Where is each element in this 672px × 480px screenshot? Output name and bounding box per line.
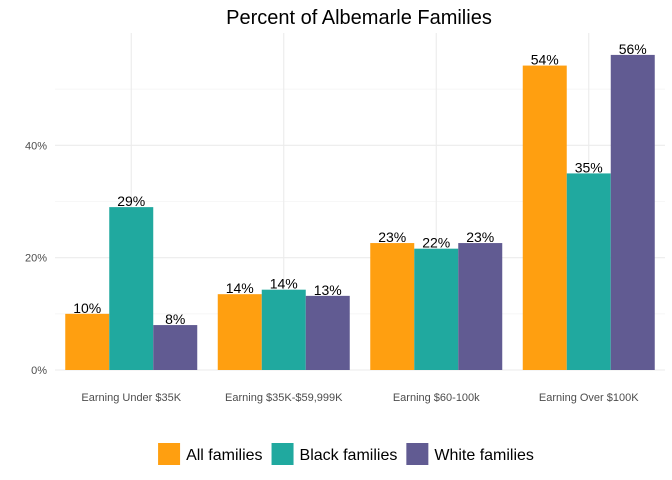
data-label: 56%: [619, 41, 647, 57]
x-tick-label: Earning Over $100K: [539, 392, 639, 404]
y-axis: 0% 20% 40%: [25, 140, 47, 377]
legend-swatch: [158, 443, 181, 465]
data-label: 13%: [314, 282, 342, 298]
bar: [153, 325, 198, 370]
y-tick-label: 0%: [31, 365, 47, 377]
bar: [610, 54, 655, 370]
data-label: 14%: [226, 280, 254, 296]
data-label: 14%: [270, 276, 298, 292]
data-label: 29%: [117, 193, 145, 209]
data-label: 23%: [378, 229, 406, 245]
legend-swatch: [271, 443, 294, 465]
data-labels: 10% 14% 23% 54% 29% 14% 22% 35% 8% 13% 23% 56%: [73, 41, 647, 327]
legend-label: All families: [186, 447, 262, 464]
x-tick-label: Earning $35K-$59,999K: [225, 392, 343, 404]
chart-title: Percent of Albemarle Families: [226, 7, 492, 29]
bar: [370, 243, 415, 370]
bar: [109, 207, 154, 370]
data-label: 23%: [466, 229, 494, 245]
y-tick-label: 40%: [25, 140, 47, 152]
x-tick-label: Earning Under $35K: [81, 392, 181, 404]
bar: [414, 248, 459, 370]
data-label: 8%: [165, 311, 185, 327]
bar: [65, 313, 110, 370]
data-label: 35%: [575, 159, 603, 175]
bar: [458, 243, 503, 370]
bar: [261, 289, 306, 370]
bar: [305, 295, 350, 370]
data-label: 10%: [73, 300, 101, 316]
legend: All families Black families White families: [158, 443, 534, 465]
legend-label: Black families: [300, 447, 398, 464]
x-axis: Earning Under $35K Earning $35K-$59,999K E…: [81, 392, 639, 404]
legend-label: White families: [434, 447, 534, 464]
legend-swatch: [406, 443, 429, 465]
bars: [65, 54, 655, 371]
data-label: 22%: [422, 235, 450, 251]
x-tick-label: Earning $60-100k: [393, 392, 480, 404]
bar: [566, 173, 611, 370]
bar: [522, 65, 567, 371]
bar: [217, 294, 262, 370]
y-tick-label: 20%: [25, 253, 47, 265]
data-label: 54%: [531, 52, 559, 68]
